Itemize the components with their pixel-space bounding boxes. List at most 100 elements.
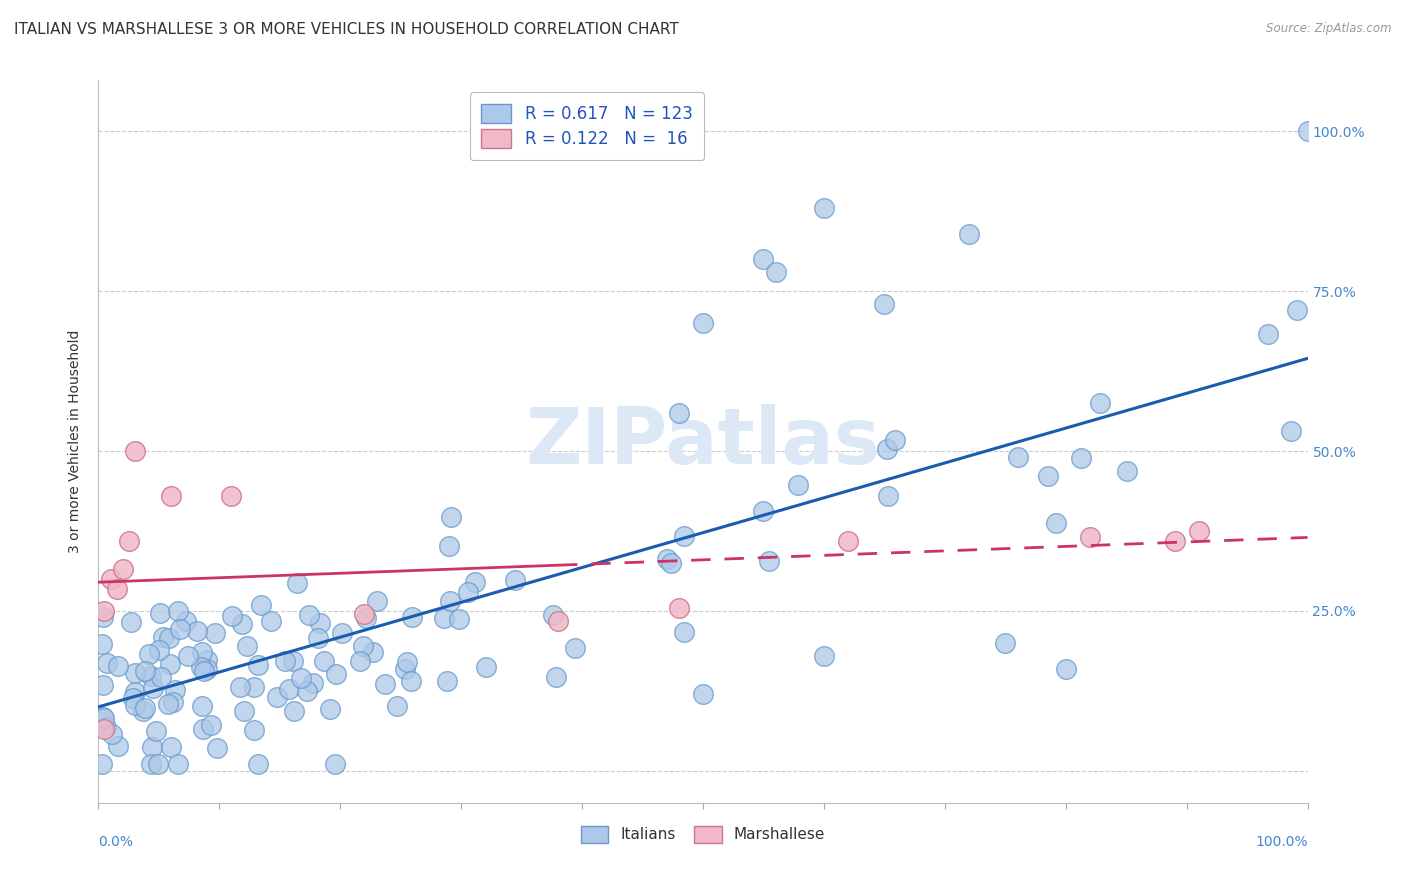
- Point: [813, 201, 835, 215]
- Point: [297, 683, 319, 698]
- Point: [309, 615, 332, 630]
- Point: [169, 622, 191, 636]
- Point: [204, 626, 226, 640]
- Point: [148, 757, 170, 772]
- Point: [197, 653, 219, 667]
- Point: [330, 626, 353, 640]
- Point: [374, 677, 396, 691]
- Point: [787, 477, 810, 491]
- Point: [142, 681, 165, 696]
- Point: [752, 252, 775, 267]
- Text: ITALIAN VS MARSHALLESE 3 OR MORE VEHICLES IN HOUSEHOLD CORRELATION CHART: ITALIAN VS MARSHALLESE 3 OR MORE VEHICLE…: [14, 22, 679, 37]
- Point: [281, 654, 304, 668]
- Point: [692, 316, 714, 330]
- Point: [233, 705, 256, 719]
- Point: [91, 637, 114, 651]
- Point: [141, 740, 163, 755]
- Point: [247, 757, 270, 772]
- Point: [1007, 450, 1029, 464]
- Point: [440, 510, 463, 524]
- Point: [1163, 533, 1185, 548]
- Point: [190, 645, 212, 659]
- Point: [176, 614, 198, 628]
- Point: [139, 757, 162, 772]
- Point: [672, 529, 695, 543]
- Point: [765, 265, 787, 279]
- Point: [544, 670, 567, 684]
- Point: [221, 608, 243, 623]
- Y-axis label: 3 or more Vehicles in Household: 3 or more Vehicles in Household: [69, 330, 83, 553]
- Point: [124, 698, 146, 713]
- Point: [366, 594, 388, 608]
- Legend: Italians, Marshallese: Italians, Marshallese: [575, 820, 831, 849]
- Point: [101, 727, 124, 741]
- Point: [163, 682, 186, 697]
- Point: [307, 632, 329, 646]
- Point: [813, 648, 835, 663]
- Point: [124, 685, 146, 699]
- Point: [107, 739, 129, 754]
- Point: [1078, 531, 1101, 545]
- Point: [1070, 451, 1092, 466]
- Point: [193, 664, 215, 678]
- Point: [242, 723, 264, 737]
- Point: [1036, 469, 1059, 483]
- Point: [150, 670, 173, 684]
- Point: [1286, 303, 1309, 318]
- Point: [884, 433, 907, 447]
- Point: [433, 610, 456, 624]
- Point: [1116, 464, 1139, 478]
- Point: [152, 631, 174, 645]
- Point: [668, 406, 690, 420]
- Point: [231, 617, 253, 632]
- Point: [437, 539, 460, 553]
- Point: [242, 680, 264, 694]
- Point: [541, 608, 564, 623]
- Point: [401, 610, 423, 624]
- Point: [283, 704, 305, 718]
- Point: [877, 489, 900, 503]
- Point: [278, 682, 301, 697]
- Point: [134, 664, 156, 678]
- Point: [274, 654, 297, 668]
- Point: [758, 554, 780, 568]
- Point: [91, 678, 114, 692]
- Point: [91, 757, 114, 772]
- Point: [1188, 524, 1211, 538]
- Point: [564, 640, 586, 655]
- Point: [229, 680, 252, 694]
- Point: [323, 757, 346, 772]
- Point: [319, 702, 342, 716]
- Point: [148, 643, 170, 657]
- Point: [166, 757, 188, 772]
- Point: [314, 654, 336, 668]
- Point: [655, 552, 678, 566]
- Point: [105, 582, 128, 596]
- Point: [659, 556, 682, 570]
- Point: [122, 690, 145, 705]
- Point: [167, 604, 190, 618]
- Point: [236, 639, 259, 653]
- Point: [994, 636, 1017, 650]
- Point: [298, 607, 321, 622]
- Point: [692, 687, 714, 701]
- Point: [287, 575, 309, 590]
- Point: [439, 594, 461, 608]
- Point: [436, 674, 458, 689]
- Point: [139, 668, 162, 682]
- Point: [159, 657, 181, 671]
- Point: [93, 604, 115, 618]
- Point: [177, 649, 200, 664]
- Point: [100, 572, 122, 586]
- Point: [93, 711, 115, 725]
- Point: [246, 658, 269, 673]
- Point: [395, 655, 418, 669]
- Point: [111, 562, 134, 576]
- Point: [266, 690, 288, 704]
- Point: [162, 695, 184, 709]
- Point: [352, 639, 374, 653]
- Point: [464, 574, 486, 589]
- Point: [205, 741, 228, 756]
- Point: [260, 615, 283, 629]
- Point: [221, 489, 243, 503]
